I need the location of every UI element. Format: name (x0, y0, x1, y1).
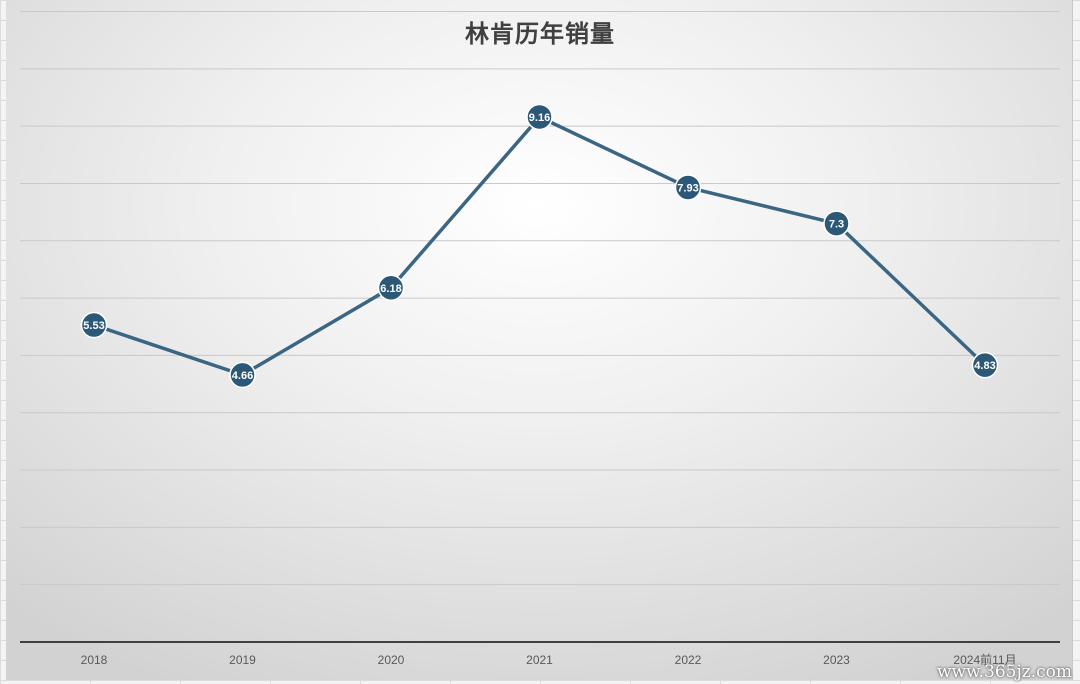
x-axis-ticks: 2018 2019 2020 2021 2022 2023 2024前11月 (81, 652, 1017, 667)
data-point-marker (377, 274, 405, 302)
gridlines (20, 11, 1060, 643)
series-line-path (93, 115, 987, 377)
data-label: 9.16 (529, 112, 550, 124)
x-tick-label: 2018 (81, 653, 108, 667)
x-tick-label: 2020 (378, 653, 405, 667)
data-point-marker (971, 351, 999, 379)
data-markers (80, 103, 999, 389)
watermark-text: www.365jz.com (937, 662, 1072, 682)
data-point-marker (526, 103, 553, 131)
data-label: 7.3 (829, 219, 844, 231)
data-point-marker (229, 361, 256, 389)
data-label: 5.53 (83, 320, 104, 332)
x-tick-label: 2022 (675, 653, 702, 667)
data-point-marker (674, 174, 702, 201)
data-label: 4.83 (974, 360, 995, 372)
x-tick-label: 2021 (526, 653, 553, 667)
data-labels: 5.53 4.66 6.18 9.16 7.93 7.3 4.83 (83, 112, 995, 382)
data-label: 7.93 (677, 182, 698, 194)
data-point-marker (823, 210, 850, 237)
data-label: 4.66 (232, 370, 253, 382)
chart-title: 林肯历年销量 (465, 20, 615, 48)
data-label: 6.18 (380, 283, 401, 295)
data-point-marker (80, 311, 108, 339)
x-tick-label: 2019 (229, 653, 256, 667)
x-tick-label: 2023 (823, 653, 850, 667)
series-line (93, 115, 987, 377)
x-tick-label: 2024前11月 (953, 652, 1016, 667)
